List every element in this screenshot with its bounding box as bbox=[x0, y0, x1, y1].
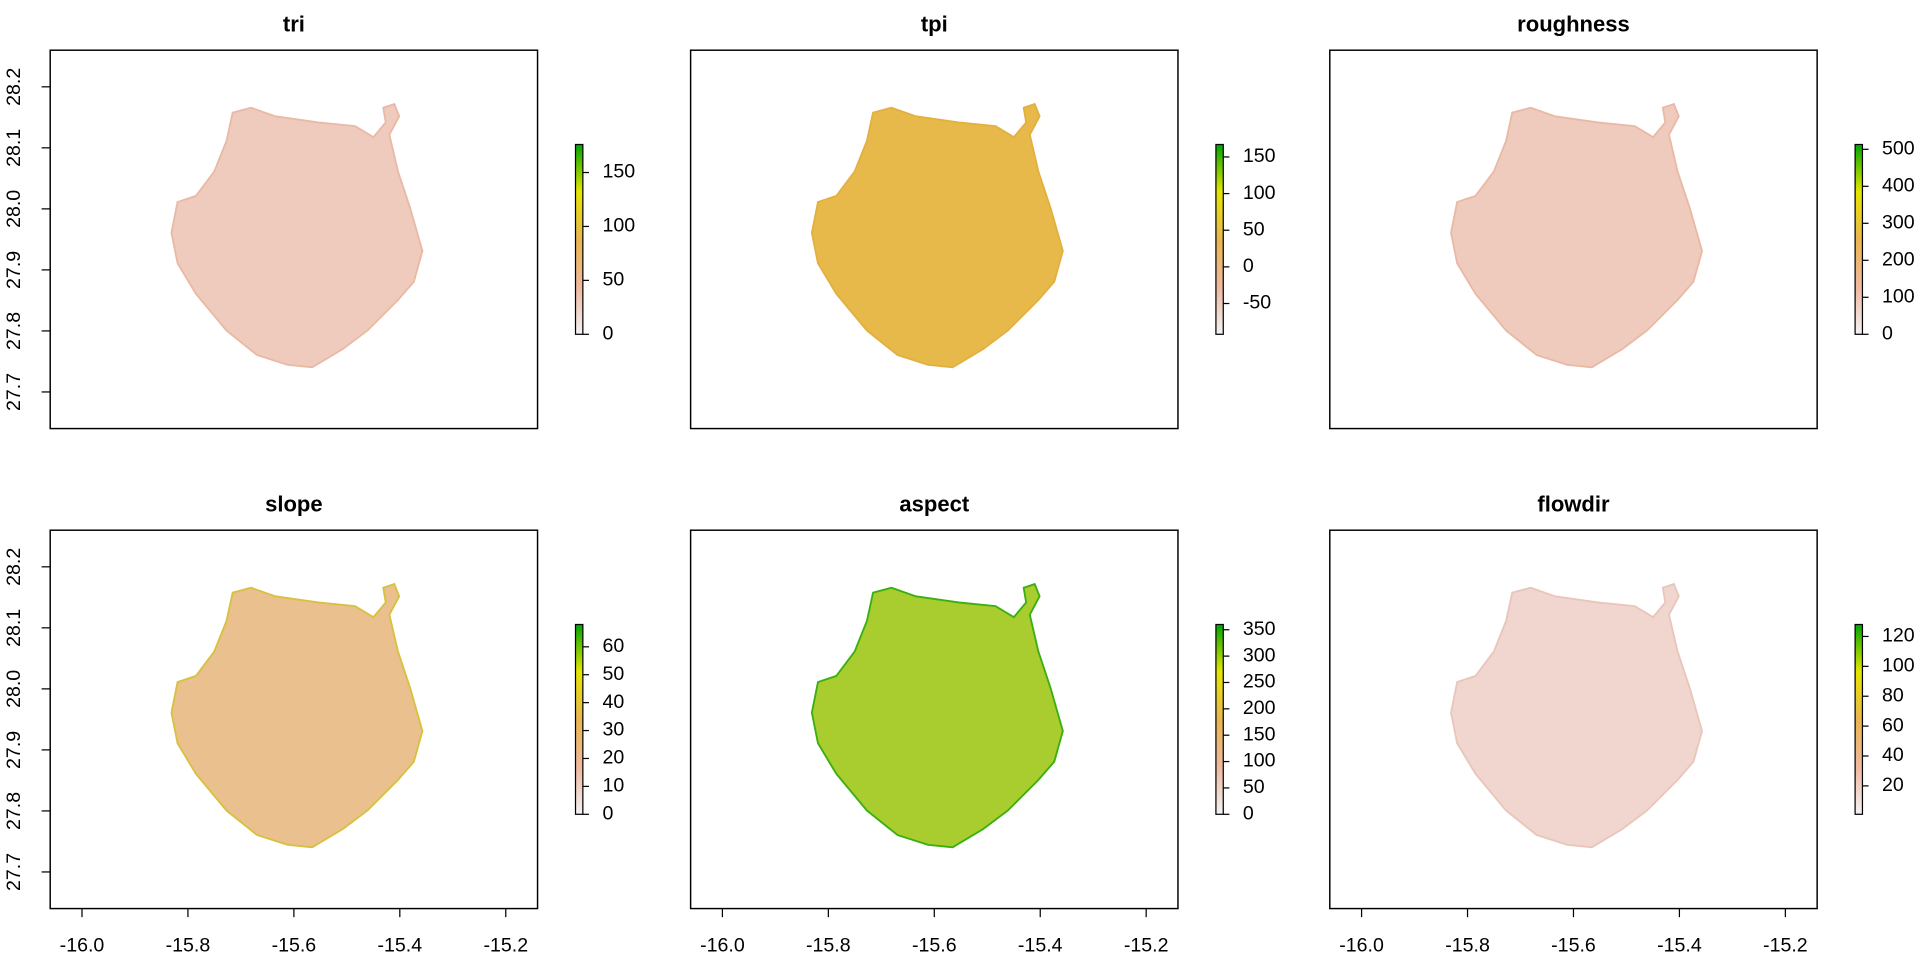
y-tick-label: 27.8 bbox=[3, 792, 25, 830]
color-bar bbox=[1854, 143, 1864, 335]
color-bar-label: 50 bbox=[602, 663, 624, 685]
x-tick-label: -15.8 bbox=[1445, 935, 1490, 957]
plot-frame bbox=[49, 49, 539, 430]
x-tick-label: -15.2 bbox=[483, 935, 528, 957]
color-bar-label: 30 bbox=[602, 719, 624, 741]
color-bar-label: 100 bbox=[1882, 285, 1915, 307]
y-tick-label: 27.8 bbox=[3, 312, 25, 350]
raster-area bbox=[810, 582, 1064, 849]
color-bar-label: 200 bbox=[1882, 248, 1915, 270]
color-bar-label: 0 bbox=[602, 322, 613, 344]
chart-title: flowdir bbox=[1537, 492, 1610, 517]
chart-title: slope bbox=[265, 492, 323, 517]
y-tick-label: 28.2 bbox=[3, 68, 25, 106]
x-tick-label: -15.6 bbox=[912, 935, 957, 957]
color-bar bbox=[1215, 143, 1224, 335]
color-bar-label: 40 bbox=[602, 691, 624, 713]
x-tick-label: -15.4 bbox=[1657, 935, 1702, 957]
color-bar-label: 350 bbox=[1243, 618, 1276, 640]
color-bar-label: 50 bbox=[1243, 218, 1265, 240]
x-tick-label: -15.2 bbox=[1763, 935, 1808, 957]
color-bar-label: 60 bbox=[602, 635, 624, 657]
color-bar-label: 20 bbox=[1882, 774, 1904, 796]
chart-title: aspect bbox=[899, 492, 969, 517]
raster-area bbox=[1450, 582, 1703, 849]
color-bar-label: 50 bbox=[1243, 776, 1265, 798]
color-bar-label: 80 bbox=[1882, 684, 1904, 706]
color-bar-label: 500 bbox=[1882, 137, 1915, 159]
color-bar-label: 300 bbox=[1882, 211, 1915, 233]
color-bar-label: 150 bbox=[602, 161, 635, 183]
y-tick-label: 27.9 bbox=[3, 251, 25, 289]
color-bar-label: 150 bbox=[1243, 145, 1276, 167]
chart-title: roughness bbox=[1517, 12, 1630, 37]
plot-frame bbox=[1329, 49, 1818, 430]
raster-area bbox=[170, 102, 424, 369]
y-tick-label: 28.0 bbox=[3, 670, 25, 708]
x-tick-label: -15.4 bbox=[1018, 935, 1063, 957]
color-bar-label: 0 bbox=[1882, 322, 1893, 344]
x-tick-label: -15.8 bbox=[166, 935, 211, 957]
color-bar bbox=[574, 143, 584, 335]
color-bar-label: -50 bbox=[1243, 292, 1271, 314]
x-tick-label: -15.6 bbox=[1551, 935, 1596, 957]
color-bar-label: 0 bbox=[1243, 255, 1254, 277]
raster-area bbox=[170, 582, 424, 849]
raster-area bbox=[1450, 102, 1703, 369]
color-bar-label: 10 bbox=[602, 775, 624, 797]
x-tick-label: -16.0 bbox=[1339, 935, 1384, 957]
x-tick-label: -15.4 bbox=[378, 935, 423, 957]
y-tick-label: 28.1 bbox=[3, 609, 25, 647]
color-bar-label: 120 bbox=[1882, 625, 1915, 647]
color-bar-label: 100 bbox=[1243, 750, 1276, 772]
color-bar-label: 100 bbox=[1882, 655, 1915, 677]
color-bar-label: 20 bbox=[602, 747, 624, 769]
color-bar-label: 100 bbox=[602, 215, 635, 237]
y-tick-label: 27.7 bbox=[3, 373, 25, 411]
y-tick-label: 28.2 bbox=[3, 548, 25, 586]
y-tick-label: 27.9 bbox=[3, 731, 25, 769]
y-tick-label: 28.1 bbox=[3, 129, 25, 167]
plot-frame bbox=[689, 49, 1179, 430]
color-bar-label: 300 bbox=[1243, 644, 1276, 666]
color-bar bbox=[1854, 623, 1864, 815]
chart-title: tri bbox=[283, 12, 305, 37]
x-tick-label: -15.2 bbox=[1124, 935, 1169, 957]
raster-area bbox=[810, 102, 1064, 369]
x-tick-label: -15.8 bbox=[806, 935, 851, 957]
color-bar-label: 60 bbox=[1882, 714, 1904, 736]
color-bar-label: 0 bbox=[602, 802, 613, 824]
color-bar-label: 250 bbox=[1243, 671, 1276, 693]
y-tick-label: 27.7 bbox=[3, 853, 25, 891]
x-tick-label: -16.0 bbox=[60, 935, 105, 957]
color-bar-label: 400 bbox=[1882, 174, 1915, 196]
color-bar-label: 150 bbox=[1243, 723, 1276, 745]
x-tick-label: -16.0 bbox=[700, 935, 745, 957]
color-bar-label: 40 bbox=[1882, 744, 1904, 766]
color-bar bbox=[1215, 623, 1224, 815]
color-bar-label: 200 bbox=[1243, 697, 1276, 719]
y-tick-label: 28.0 bbox=[3, 190, 25, 228]
color-bar-label: 0 bbox=[1243, 802, 1254, 824]
color-bar bbox=[574, 623, 584, 815]
chart-title: tpi bbox=[921, 12, 948, 37]
x-tick-label: -15.6 bbox=[272, 935, 317, 957]
color-bar-label: 100 bbox=[1243, 182, 1276, 204]
color-bar-label: 50 bbox=[602, 269, 624, 291]
